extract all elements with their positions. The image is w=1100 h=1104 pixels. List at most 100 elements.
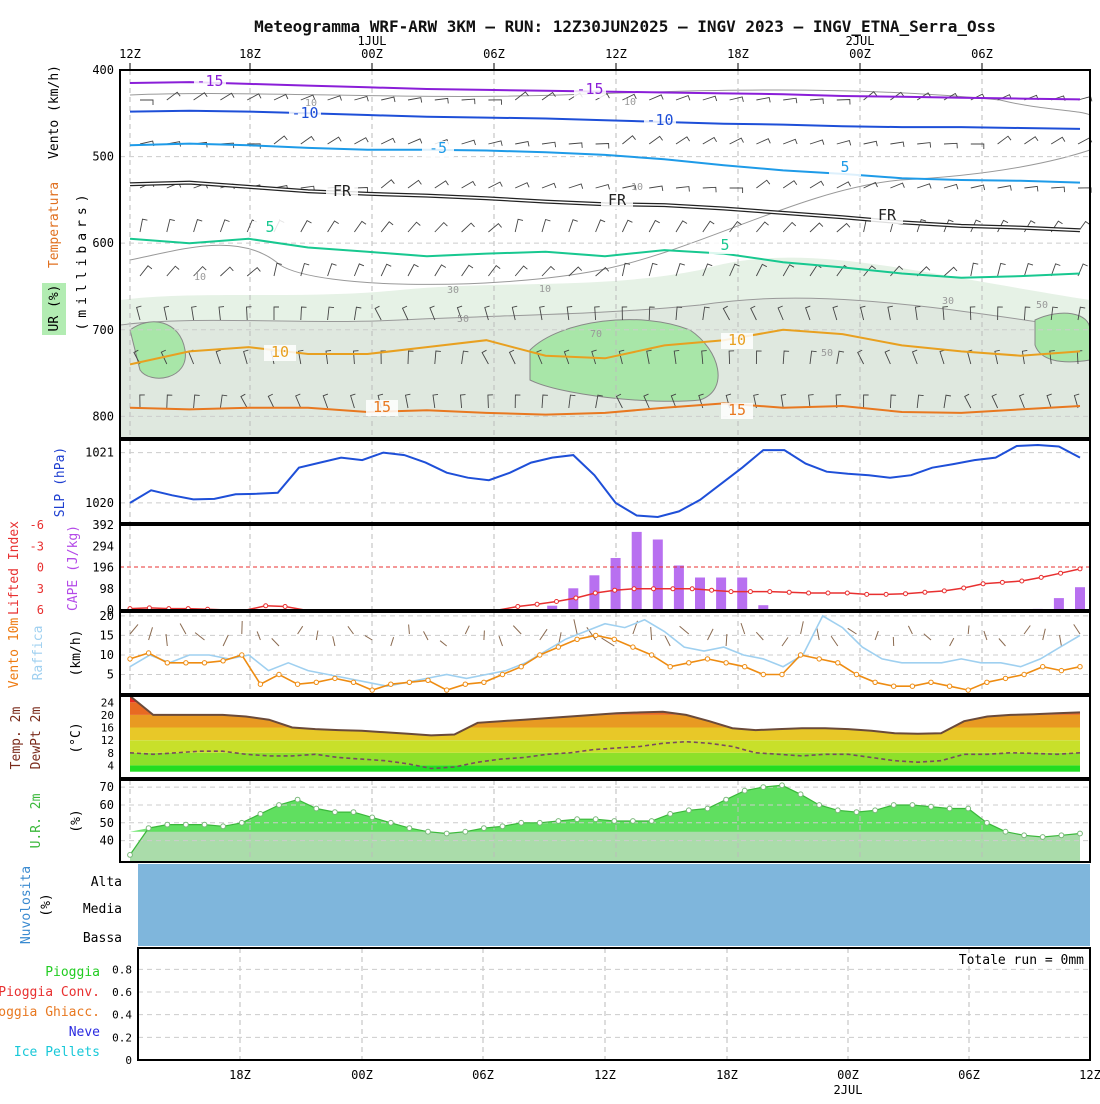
rh2m-point-45 bbox=[966, 806, 971, 811]
wind-ytick-label-1: 10 bbox=[100, 648, 114, 662]
rh-label-9: 50 bbox=[821, 348, 833, 359]
wind10-point-13 bbox=[370, 688, 374, 692]
li-point-41 bbox=[923, 590, 927, 594]
rh2m-point-14 bbox=[388, 820, 393, 825]
rh2m-point-20 bbox=[500, 824, 505, 829]
rh2m-point-3 bbox=[184, 822, 189, 827]
li-point-29 bbox=[690, 587, 694, 591]
rh-label-5: 30 bbox=[447, 285, 459, 296]
upper-ytick-label-4: 800 bbox=[92, 409, 114, 423]
rh2m-point-22 bbox=[537, 820, 542, 825]
rh2m-point-27 bbox=[631, 819, 636, 824]
bottom-tick-label-3: 12Z bbox=[594, 1068, 616, 1082]
li-point-27 bbox=[652, 587, 656, 591]
cape-bar-25 bbox=[653, 540, 663, 611]
temp-ytick-label-2: 12 bbox=[101, 734, 114, 747]
temp-ytick-label-4: 20 bbox=[101, 709, 114, 722]
li-point-30 bbox=[710, 588, 714, 592]
wind10-point-43 bbox=[929, 680, 933, 684]
li-ytick-label-0: -6 bbox=[30, 518, 44, 532]
cape-ytick-label-1: 98 bbox=[100, 582, 114, 596]
rh-label-7: 50 bbox=[457, 314, 469, 325]
wind10-point-26 bbox=[612, 637, 616, 641]
wind10-point-45 bbox=[966, 688, 970, 692]
rh-label-0: 10 bbox=[305, 98, 317, 109]
rh2m-point-44 bbox=[947, 806, 952, 811]
cape-bar-45 bbox=[1075, 587, 1085, 610]
isotherm-label-0: -15 bbox=[196, 72, 223, 90]
precip-total: Totale run = 0mm bbox=[959, 953, 1084, 968]
rh2m-point-13 bbox=[370, 815, 375, 820]
isotherm-label-8: FR bbox=[878, 206, 897, 224]
rh-label-4: 10 bbox=[539, 284, 551, 295]
bottom-date-label-0: 2JUL bbox=[834, 1083, 863, 1097]
rh2m-point-46 bbox=[985, 820, 990, 825]
top-tick-label-7: 06Z bbox=[971, 47, 993, 61]
cloud-level-alta: Alta bbox=[91, 875, 122, 890]
top-date-label-1: 2JUL bbox=[846, 34, 875, 48]
wind10-point-28 bbox=[649, 653, 653, 657]
li-point-34 bbox=[787, 590, 791, 594]
wind10-point-50 bbox=[1059, 668, 1063, 672]
li-point-8 bbox=[283, 605, 287, 609]
rh2m-point-50 bbox=[1059, 833, 1064, 838]
isotherm-label-10: 5 bbox=[720, 236, 729, 254]
rh-label-10: 70 bbox=[590, 329, 602, 340]
ylabel-wind-units: (km/h) bbox=[69, 630, 84, 677]
wind10-point-9 bbox=[295, 682, 299, 686]
ylabel-dewpt2m: DewPt 2m bbox=[29, 707, 44, 770]
top-tick-label-4: 12Z bbox=[605, 47, 627, 61]
wind10-point-1 bbox=[146, 651, 150, 655]
bottom-tick-label-6: 06Z bbox=[958, 1068, 980, 1082]
ylabel-nuvolosita: Nuvolosita bbox=[19, 866, 34, 944]
precip-ytick-label-3: 0.6 bbox=[112, 986, 132, 999]
rh2m-point-49 bbox=[1040, 835, 1045, 840]
li-point-46 bbox=[1020, 579, 1024, 583]
li-point-45 bbox=[1000, 580, 1004, 584]
li-point-21 bbox=[535, 602, 539, 606]
rh2m-point-6 bbox=[239, 820, 244, 825]
wind10-point-22 bbox=[538, 653, 542, 657]
rh2m-point-51 bbox=[1078, 831, 1083, 836]
rh-ytick-label-3: 70 bbox=[100, 780, 114, 794]
temp-ytick-label-5: 24 bbox=[101, 696, 115, 709]
li-ytick-label-4: 6 bbox=[37, 603, 44, 617]
bottom-tick-label-2: 06Z bbox=[472, 1068, 494, 1082]
wind10-point-14 bbox=[389, 682, 393, 686]
upper-ytick-label-1: 500 bbox=[92, 150, 114, 164]
wind10-point-39 bbox=[854, 672, 858, 676]
wind10-point-10 bbox=[314, 680, 318, 684]
li-point-35 bbox=[807, 591, 811, 595]
li-point-25 bbox=[613, 588, 617, 592]
temp-ytick-label-1: 8 bbox=[107, 747, 114, 760]
slp-ytick-label-0: 1020 bbox=[85, 496, 114, 510]
rh2m-point-28 bbox=[649, 819, 654, 824]
li-point-38 bbox=[865, 592, 869, 596]
upper-ytick-label-2: 600 bbox=[92, 236, 114, 250]
li-ytick-label-3: 3 bbox=[37, 582, 44, 596]
li-point-28 bbox=[671, 587, 675, 591]
rh-label-2: 10 bbox=[631, 182, 643, 193]
wind10-point-4 bbox=[202, 661, 206, 665]
ylabel-ur2m: U.R. 2m bbox=[29, 793, 44, 848]
cape-bar-23 bbox=[611, 558, 621, 610]
top-tick-label-1: 18Z bbox=[239, 47, 261, 61]
wind10-point-34 bbox=[761, 672, 765, 676]
wind-ytick-label-2: 15 bbox=[100, 628, 114, 642]
rh2m-point-48 bbox=[1022, 833, 1027, 838]
wind10-point-11 bbox=[333, 676, 337, 680]
wind10-point-16 bbox=[426, 678, 430, 682]
isotherm-label-5: 5 bbox=[840, 158, 849, 176]
li-point-47 bbox=[1039, 575, 1043, 579]
wind10-point-0 bbox=[128, 657, 132, 661]
rh2m-point-40 bbox=[873, 808, 878, 813]
ylabel-cloud-units: (%) bbox=[39, 893, 54, 916]
upper-ytick-label-3: 700 bbox=[92, 323, 114, 337]
rh-shade-70-a bbox=[530, 320, 718, 402]
wind10-point-23 bbox=[556, 645, 560, 649]
li-ytick-label-1: -3 bbox=[30, 539, 44, 553]
isotherm-label-4: -5 bbox=[429, 139, 447, 157]
precip-ytick-label-2: 0.4 bbox=[112, 1009, 132, 1022]
isotherm-label-9: 5 bbox=[265, 218, 274, 236]
